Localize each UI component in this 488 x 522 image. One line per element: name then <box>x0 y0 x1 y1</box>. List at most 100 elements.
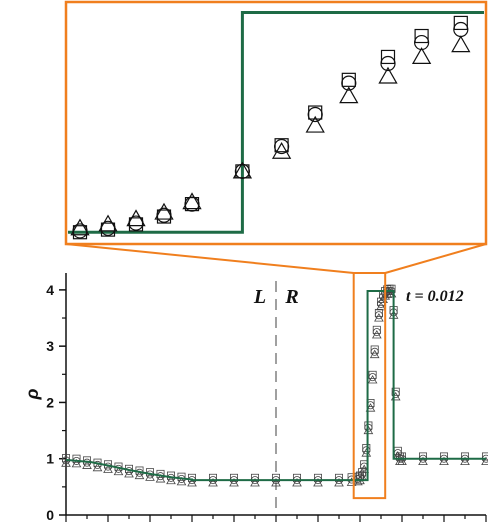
zoom-region-box <box>352 272 387 500</box>
y-tick-label: 1 <box>46 451 54 467</box>
square-marker <box>229 473 238 482</box>
x-ticks <box>65 515 487 522</box>
y-tick-label: 0 <box>46 507 54 522</box>
right-state-label: R <box>284 286 298 308</box>
triangle-marker <box>374 313 384 322</box>
time-annotation: t = 0.012 <box>406 288 464 305</box>
triangle-marker <box>305 115 325 133</box>
triangle-marker <box>481 456 488 466</box>
square-marker <box>62 454 71 463</box>
circle-marker <box>128 215 144 231</box>
triangle-marker <box>134 470 145 480</box>
main-plot: 0 1 2 3 4 L R t = 0.012 ρ <box>22 272 488 522</box>
triangle-marker <box>334 477 344 487</box>
triangle-marker <box>292 477 302 487</box>
triangle-marker <box>418 456 428 466</box>
circle-marker <box>184 196 200 212</box>
triangle-marker <box>124 468 134 478</box>
square-marker <box>418 452 427 461</box>
zoom-exact-solution-line <box>68 10 484 234</box>
y-tick-label: 4 <box>46 282 54 298</box>
zoom-markers <box>70 15 471 240</box>
triangle-marker <box>182 192 202 210</box>
square-marker <box>391 387 400 396</box>
triangle-marker <box>369 349 380 359</box>
triangle-marker <box>313 477 323 487</box>
square-marker <box>187 473 196 482</box>
triangle-marker <box>82 460 92 469</box>
square-marker <box>292 473 301 482</box>
square-marker <box>372 325 381 334</box>
y-tick-label: 3 <box>46 338 54 354</box>
square-marker <box>368 370 377 379</box>
triangle-marker <box>208 477 218 487</box>
square-marker <box>481 452 488 461</box>
triangle-marker <box>371 329 382 339</box>
square-marker <box>156 469 165 478</box>
triangle-marker <box>70 218 90 236</box>
zoom-connector-right <box>384 243 487 274</box>
triangle-marker <box>339 86 359 104</box>
y-axis-title: ρ <box>22 388 42 400</box>
triangle-marker <box>367 374 378 384</box>
circle-marker <box>414 34 430 51</box>
triangle-marker <box>359 464 370 473</box>
square-marker <box>334 473 343 482</box>
triangle-marker <box>61 458 71 467</box>
square-marker <box>250 473 259 482</box>
triangle-marker <box>145 472 155 481</box>
circle-marker <box>72 223 88 239</box>
square-marker <box>414 28 429 44</box>
numerical-markers <box>61 284 488 487</box>
square-marker <box>380 49 396 65</box>
triangle-marker <box>411 47 432 65</box>
zoom-inset-frame <box>64 0 488 246</box>
square-marker <box>271 473 280 482</box>
triangle-marker <box>460 456 470 466</box>
square-marker <box>397 452 406 461</box>
square-marker <box>374 308 383 317</box>
triangle-marker <box>154 202 174 220</box>
triangle-marker <box>103 464 113 473</box>
triangle-marker <box>271 141 292 159</box>
circle-marker <box>307 106 323 123</box>
triangle-marker <box>378 66 398 84</box>
square-marker <box>387 284 396 293</box>
square-marker <box>362 444 371 453</box>
left-state-label: L <box>253 286 266 308</box>
triangle-marker <box>397 456 407 466</box>
triangle-marker <box>376 301 386 311</box>
circle-marker <box>156 207 172 223</box>
triangle-marker <box>187 477 197 487</box>
square-marker <box>460 452 469 461</box>
square-marker <box>439 452 448 461</box>
square-marker <box>208 473 217 482</box>
triangle-marker <box>229 477 239 487</box>
triangle-marker <box>271 477 281 487</box>
triangle-marker <box>71 458 82 468</box>
square-marker <box>177 472 186 481</box>
circle-marker <box>234 163 250 179</box>
triangle-marker <box>250 477 260 487</box>
triangle-marker <box>92 462 103 472</box>
square-marker <box>166 471 175 480</box>
circle-marker <box>100 220 116 236</box>
circle-marker <box>380 55 396 72</box>
zoom-inset <box>64 0 488 246</box>
circle-marker <box>341 75 357 91</box>
square-marker <box>313 473 322 482</box>
square-marker <box>453 15 468 31</box>
circle-marker <box>274 138 290 155</box>
y-tick-label: 2 <box>46 394 54 410</box>
triangle-marker <box>451 35 471 53</box>
triangle-marker <box>113 466 124 476</box>
triangle-marker <box>439 456 449 466</box>
triangle-marker <box>176 476 187 486</box>
square-marker <box>370 345 379 354</box>
circle-marker <box>453 21 469 38</box>
triangle-marker <box>155 474 166 483</box>
square-marker <box>72 454 81 463</box>
zoom-connector-left <box>65 243 354 274</box>
triangle-marker <box>166 475 176 485</box>
